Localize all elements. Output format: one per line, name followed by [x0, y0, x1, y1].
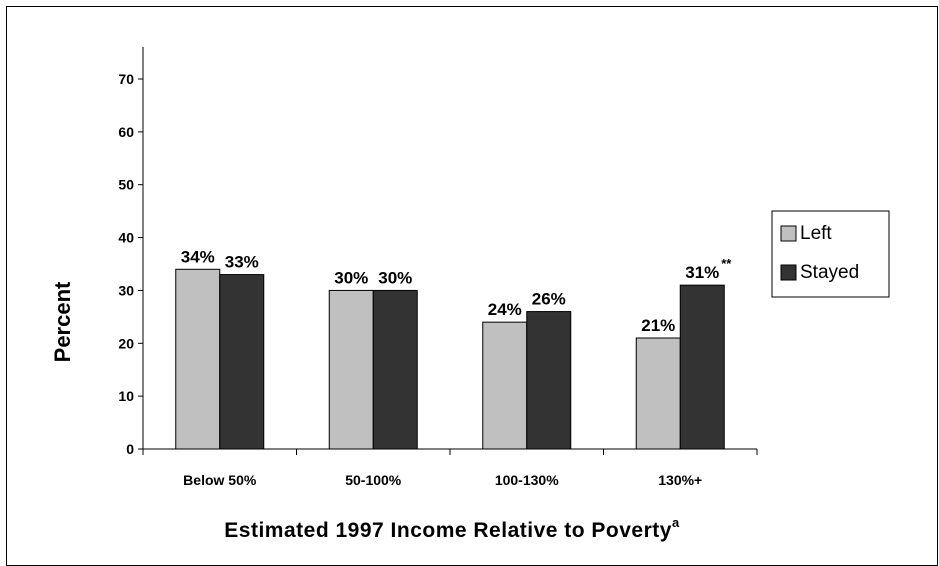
- legend-label-stayed: Stayed: [800, 262, 859, 283]
- bar-stayed: [679, 284, 725, 450]
- bars: [175, 268, 725, 450]
- y-tick-label: 10: [118, 388, 134, 404]
- data-label-stayed: 31%: [685, 263, 719, 282]
- bar-left: [175, 268, 221, 450]
- legend: Left Stayed: [771, 210, 890, 298]
- bar-stayed: [526, 311, 572, 450]
- x-tick-label: Below 50%: [183, 472, 257, 488]
- legend-label-left: Left: [800, 223, 832, 244]
- data-label-left: 24%: [488, 300, 522, 319]
- bar-left: [328, 289, 374, 450]
- y-tick-label: 20: [118, 335, 134, 351]
- bar-left: [635, 337, 681, 450]
- legend-box: [771, 210, 890, 298]
- x-axis-label: Estimated 1997 Income Relative to Povert…: [224, 515, 680, 542]
- bar-chart: 0 10 20 30 40 50 60 70 Below 50% 50-100% 100-130% 1…: [50, 47, 890, 542]
- y-axis-label: Percent: [50, 281, 75, 362]
- bar-left: [482, 321, 528, 450]
- y-tick-label: 0: [126, 441, 134, 457]
- data-label-left: 21%: [641, 316, 675, 335]
- x-tick-label: 100-130%: [495, 472, 559, 488]
- data-label-stayed: 30%: [378, 268, 412, 287]
- data-label-stayed: 33%: [225, 253, 259, 272]
- x-axis-label-superscript: a: [672, 515, 680, 530]
- data-label-left: 30%: [334, 268, 368, 287]
- legend-swatch-left: [780, 225, 797, 242]
- data-label-left: 34%: [181, 247, 215, 266]
- data-labels: 34% 33% 30% 30% 24% 26% 21% 31% **: [181, 247, 733, 335]
- bar-stayed: [219, 274, 265, 450]
- axes: 0 10 20 30 40 50 60 70 Below 50% 50-100% 100-130% 1…: [118, 47, 758, 488]
- y-tick-label: 60: [118, 124, 134, 140]
- significance-marker: **: [721, 256, 732, 271]
- x-tick-label: 130%+: [658, 472, 702, 488]
- y-tick-label: 30: [118, 282, 134, 298]
- x-axis-label-text: Estimated 1997 Income Relative to Povert…: [224, 519, 672, 542]
- data-label-stayed: 26%: [532, 290, 566, 309]
- bar-stayed: [372, 289, 418, 450]
- legend-swatch-stayed: [780, 264, 797, 281]
- x-tick-label: 50-100%: [345, 472, 402, 488]
- y-tick-label: 50: [118, 177, 134, 193]
- y-tick-label: 70: [118, 71, 134, 87]
- y-tick-label: 40: [118, 230, 134, 246]
